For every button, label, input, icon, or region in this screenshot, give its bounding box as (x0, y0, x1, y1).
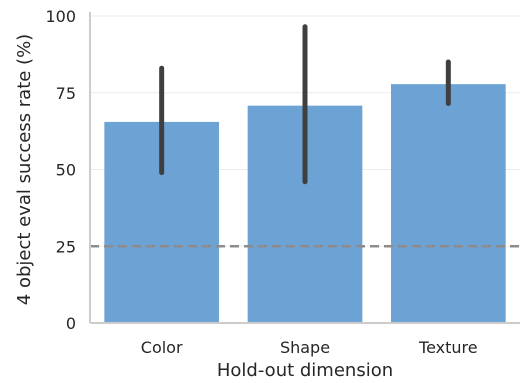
x-tick-label: Shape (280, 338, 330, 357)
x-tick-labels: Color Shape Texture (141, 338, 478, 357)
bars (104, 84, 506, 324)
x-tick-label: Texture (418, 338, 478, 357)
y-tick-label: 75 (56, 84, 76, 103)
y-tick-label: 0 (66, 314, 76, 333)
bar-texture (391, 84, 506, 324)
y-tick-label: 25 (56, 237, 76, 256)
x-axis-title: Hold-out dimension (217, 360, 393, 379)
axes (89, 12, 520, 324)
y-tick-labels: 0 25 50 75 100 (45, 7, 76, 333)
error-bars (159, 24, 451, 185)
y-tick-label: 50 (56, 161, 76, 180)
x-tick-label: Color (141, 338, 183, 357)
y-axis-title: 4 object eval success rate (%) (14, 34, 35, 305)
y-tick-label: 100 (45, 7, 76, 26)
